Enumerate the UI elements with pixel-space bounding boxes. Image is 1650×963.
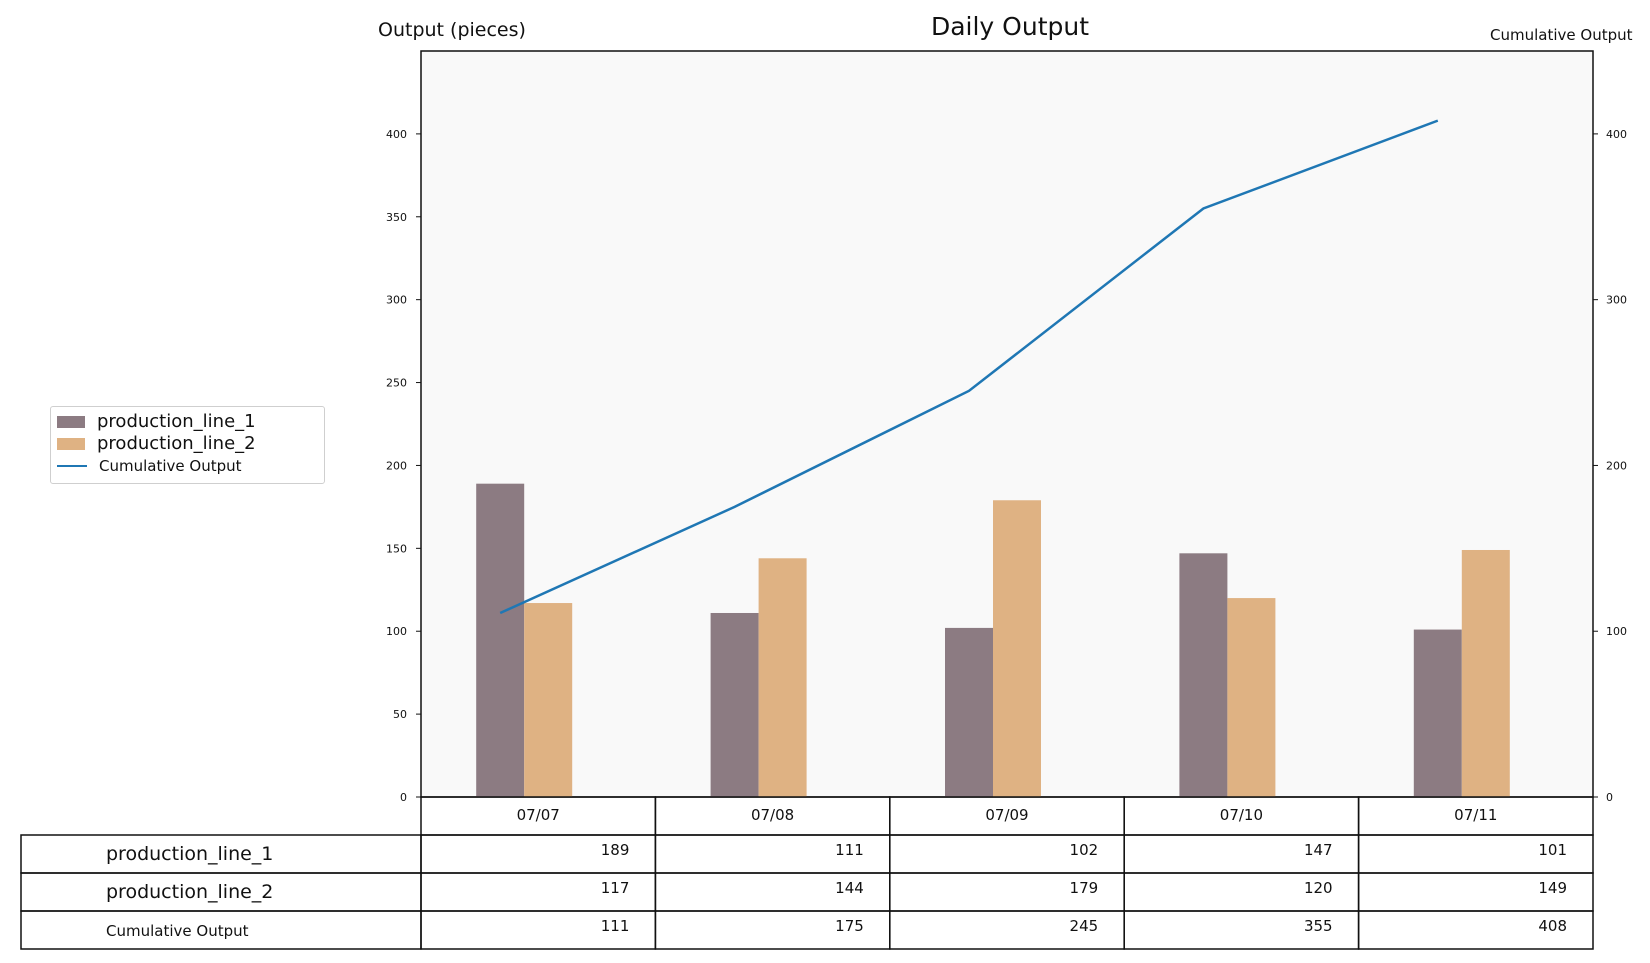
- bar-production-line-1: [1413, 629, 1462, 797]
- table-cell-value: 179: [1070, 879, 1099, 897]
- bar-production-line-1: [1179, 553, 1228, 797]
- y-axis-label: Output (pieces): [378, 19, 526, 41]
- table-cell-value: 149: [1538, 879, 1567, 897]
- y-tick-label: 50: [393, 708, 407, 721]
- legend-item-line1: production_line_1: [57, 411, 256, 432]
- legend-label-line1: production_line_1: [97, 411, 256, 432]
- legend-swatch-line1: [57, 415, 85, 428]
- table-cell-value: 111: [835, 841, 864, 859]
- table-header-label: 07/07: [517, 806, 560, 824]
- table-header-label: 07/11: [1454, 806, 1497, 824]
- table-cell: [1357, 910, 1594, 950]
- y-tick-label: 300: [386, 294, 407, 307]
- legend-swatch-cumulative: [57, 465, 87, 467]
- legend-item-line2: production_line_2: [57, 433, 256, 454]
- bar-production-line-2: [1227, 598, 1276, 797]
- bar-production-line-2: [758, 558, 807, 797]
- table-cell-value: 355: [1304, 917, 1333, 935]
- bar-production-line-2: [1461, 549, 1510, 797]
- y-tick-label: 350: [386, 211, 407, 224]
- table-cell-value: 117: [601, 879, 630, 897]
- bar-production-line-2: [524, 603, 573, 797]
- bar-production-line-1: [945, 627, 993, 797]
- table-row-label: production_line_1: [106, 843, 273, 865]
- table-cell-value: 189: [601, 841, 630, 859]
- table-cell-value: 120: [1304, 879, 1333, 897]
- table-row-label: Cumulative Output: [106, 922, 249, 940]
- table-cell-value: 102: [1070, 841, 1099, 859]
- y2-tick-label: 400: [1606, 128, 1627, 141]
- y2-tick-label: 200: [1606, 459, 1627, 472]
- y-tick-label: 150: [386, 542, 407, 555]
- legend-swatch-line2: [57, 437, 85, 450]
- table-header-label: 07/10: [1220, 806, 1263, 824]
- bar-production-line-1: [476, 483, 525, 797]
- table-cell-value: 175: [835, 917, 864, 935]
- chart-title: Daily Output: [930, 12, 1090, 41]
- table-header-label: 07/08: [751, 806, 794, 824]
- y-tick-label: 200: [386, 459, 407, 472]
- table-cell-value: 408: [1538, 917, 1567, 935]
- legend-label-line2: production_line_2: [97, 433, 256, 454]
- y2-axis-label: Cumulative Output: [1490, 26, 1633, 44]
- table-header-label: 07/09: [985, 806, 1028, 824]
- y2-tick-label: 300: [1606, 294, 1627, 307]
- table-cell-value: 147: [1304, 841, 1333, 859]
- y-tick-label: 250: [386, 377, 407, 390]
- legend-item-cumulative: Cumulative Output: [57, 457, 242, 475]
- y2-tick-label: 0: [1606, 791, 1613, 804]
- line-cumulative-output: [499, 119, 1439, 615]
- bar-production-line-2: [993, 500, 1041, 797]
- y-tick-label: 100: [386, 625, 407, 638]
- y-tick-label: 0: [400, 791, 407, 804]
- chart-legend: production_line_1 production_line_2 Cumu…: [50, 406, 325, 484]
- legend-label-cumulative: Cumulative Output: [99, 457, 242, 475]
- table-cell-value: 111: [601, 917, 630, 935]
- table-cell-value: 144: [835, 879, 864, 897]
- table-cell-value: 101: [1538, 841, 1567, 859]
- y-tick-label: 400: [386, 128, 407, 141]
- table-row-label: production_line_2: [106, 881, 273, 903]
- y2-tick-label: 100: [1606, 625, 1627, 638]
- table-cell-value: 245: [1070, 917, 1099, 935]
- bar-production-line-1: [710, 612, 759, 797]
